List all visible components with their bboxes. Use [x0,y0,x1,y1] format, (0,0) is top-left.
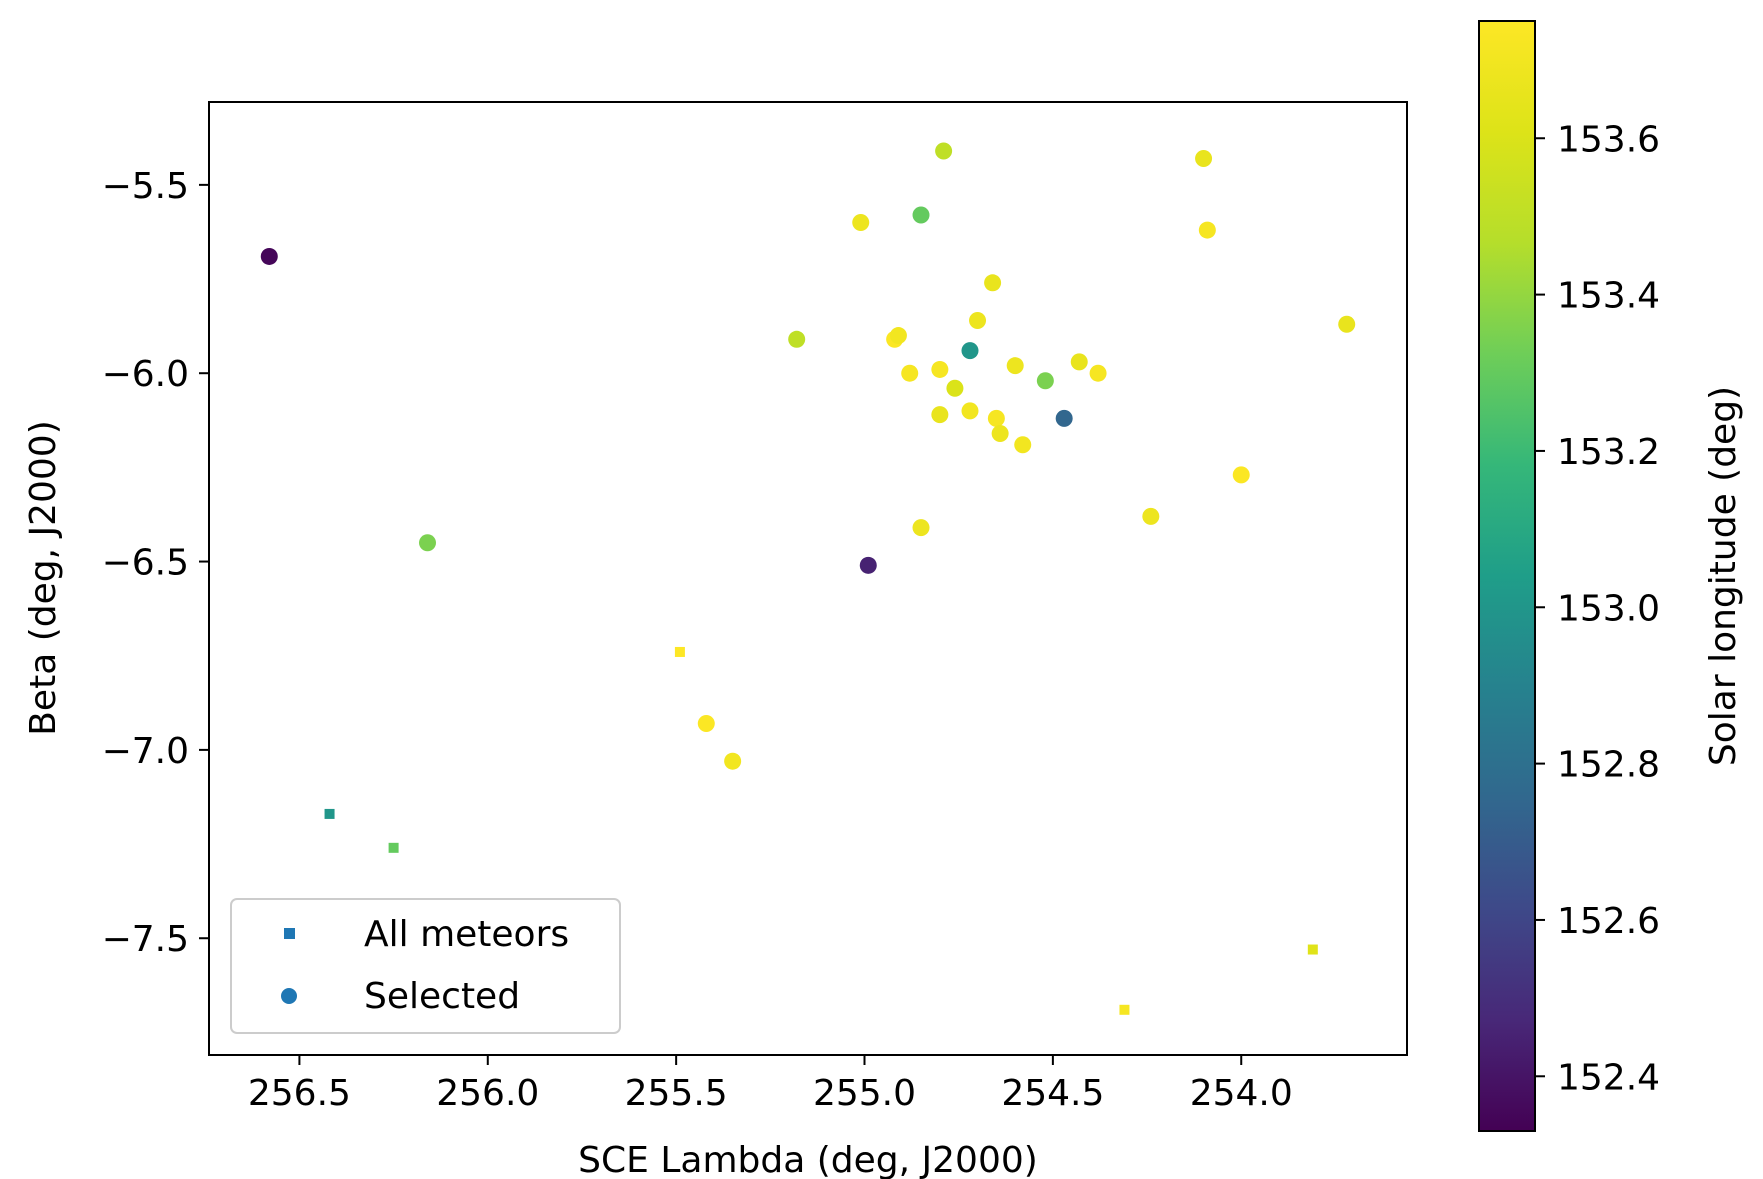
selected-point [987,409,1005,427]
selected-point [1055,409,1073,427]
plot-frame [208,101,1408,1056]
selected-point [946,379,964,397]
legend-label-all-meteors: All meteors [364,914,569,955]
colorbar-ticks: 152.4 152.6 152.8 153.0 153.2 153.4 153.6 [1535,119,1660,1098]
all-meteors-point [674,646,685,657]
selected-point [1142,507,1160,525]
selected-point [889,327,907,345]
selected-point [901,364,919,382]
selected-point [1198,221,1216,239]
selected-point [419,534,437,552]
all-meteors-point [388,842,399,853]
selected-point [931,360,949,378]
selected-point [984,274,1002,292]
selected-point [852,214,870,232]
all-meteors-point [324,808,335,819]
selected-point [788,330,806,348]
selected-point [1089,364,1107,382]
selected-point [991,424,1009,442]
colorbar-tick-label: 153.2 [1557,432,1660,473]
colorbar-tick-label: 153.6 [1557,119,1660,160]
selected-point [1338,315,1356,333]
plot-area [208,101,1408,1056]
selected-point [935,142,953,160]
selected-point [912,206,930,224]
selected-point [697,715,715,733]
selected-point [724,752,742,770]
selected-point [1232,466,1250,484]
y-tick-label: −6.0 [102,354,189,395]
selected-point [859,556,877,574]
x-tick-label: 256.5 [248,1073,351,1114]
colorbar-tick-label: 152.8 [1557,745,1660,786]
y-tick-label: −7.0 [102,731,189,772]
colorbar-tick-label: 152.6 [1557,901,1660,942]
x-tick-label: 256.0 [436,1073,539,1114]
x-tick-label: 254.5 [1001,1073,1104,1114]
points-layer [260,142,1356,1015]
y-axis-label: Beta (deg, J2000) [23,420,64,736]
legend-label-selected: Selected [364,976,520,1017]
selected-point [931,406,949,424]
x-tick-label: 255.0 [813,1073,916,1114]
colorbar-label: Solar longitude (deg) [1703,386,1744,766]
selected-point [961,402,979,420]
colorbar-tick-label: 153.0 [1557,588,1660,629]
selected-point [912,519,930,537]
selected-point [260,247,278,265]
colorbar: 152.4 152.6 152.8 153.0 153.2 153.4 153.6 Sola… [1478,20,1744,1132]
all-meteors-point [1307,944,1318,955]
selected-point [1006,357,1024,375]
selected-point [961,342,979,360]
y-tick-label: −6.5 [102,543,189,584]
x-axis-label: SCE Lambda (deg, J2000) [578,1140,1038,1179]
selected-point [1036,372,1054,390]
y-tick-label: −5.5 [102,166,189,207]
colorbar-gradient [1479,21,1535,1131]
y-tick-label: −7.5 [102,919,189,960]
selected-point [1195,150,1213,168]
x-tick-label: 254.0 [1190,1073,1293,1114]
selected-point [969,311,987,329]
legend-box [230,898,621,1034]
colorbar-tick-label: 153.4 [1557,276,1660,317]
legend-marker-all-meteors [284,928,295,939]
legend-marker-selected [281,988,297,1004]
colorbar-frame [1478,20,1536,1132]
selected-point [1070,353,1088,371]
legend: All meteors Selected [230,898,621,1034]
x-axis-ticks: 256.5 256.0 255.5 255.0 254.5 254.0 [248,1055,1293,1114]
plot-background [209,102,1407,1055]
y-axis-ticks: −5.5 −6.0 −6.5 −7.0 −7.5 [102,166,209,960]
all-meteors-point [1119,1004,1130,1015]
x-tick-label: 255.5 [625,1073,728,1114]
selected-point [1014,436,1032,454]
colorbar-tick-label: 152.4 [1557,1057,1660,1098]
